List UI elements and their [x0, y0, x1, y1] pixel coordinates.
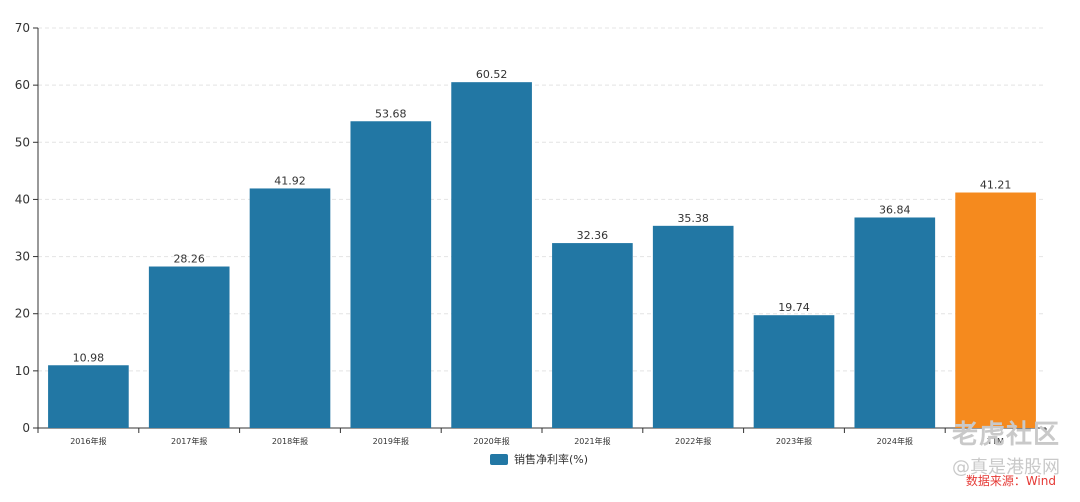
legend-swatch [490, 453, 508, 465]
watermark: 老虎社区 @真是港股网 [952, 414, 1060, 479]
bar [552, 243, 633, 428]
bar [652, 225, 734, 428]
bar [854, 217, 936, 428]
x-tick-label: 2024年报 [877, 436, 913, 446]
y-tick-label: 0 [22, 421, 30, 435]
bar [753, 315, 835, 428]
data-label: 10.98 [73, 351, 105, 364]
data-label: 28.26 [173, 253, 205, 266]
x-tick-label: 2023年报 [776, 436, 812, 446]
y-tick-label: 40 [15, 192, 30, 206]
bar [451, 82, 532, 429]
x-tick-label: 2021年报 [574, 436, 610, 446]
x-tick-label: TTM [986, 437, 1004, 446]
y-tick-label: 10 [15, 364, 30, 378]
data-label: 32.36 [577, 229, 609, 242]
data-label: 41.92 [274, 174, 306, 187]
bar [350, 121, 432, 428]
data-label: 53.68 [375, 107, 407, 120]
x-tick-label: 2022年报 [675, 436, 711, 446]
y-tick-label: 70 [15, 21, 30, 35]
bar [249, 188, 331, 428]
data-label: 35.38 [677, 212, 709, 225]
data-label: 41.21 [980, 179, 1012, 192]
x-tick-label: 2019年报 [373, 436, 409, 446]
y-tick-label: 60 [15, 78, 30, 92]
watermark-sub: @真是港股网 [952, 457, 1060, 478]
x-tick-label: 2016年报 [70, 436, 106, 446]
bar [148, 266, 230, 428]
watermark-main: 老虎社区 [951, 420, 1060, 450]
y-tick-label: 20 [15, 307, 30, 321]
y-tick-label: 50 [15, 135, 30, 149]
x-tick-label: 2018年报 [272, 436, 308, 446]
bar [48, 365, 129, 428]
x-tick-label: 2017年报 [171, 436, 207, 446]
data-label: 60.52 [476, 68, 508, 81]
bar [955, 192, 1036, 428]
legend-label: 销售净利率(%) [514, 453, 589, 466]
source-note: 数据来源：Wind [965, 474, 1056, 488]
x-tick-label: 2020年报 [473, 436, 509, 446]
data-label: 36.84 [879, 203, 911, 216]
legend[interactable]: 销售净利率(%) [490, 451, 588, 467]
data-label: 19.74 [778, 301, 810, 314]
y-tick-label: 30 [15, 250, 30, 264]
